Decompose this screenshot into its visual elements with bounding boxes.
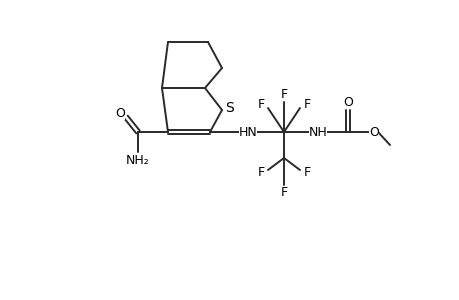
Text: O: O [342, 95, 352, 109]
Text: HN: HN [238, 125, 257, 139]
Text: F: F [303, 167, 310, 179]
Text: F: F [280, 88, 287, 100]
Text: O: O [115, 106, 125, 119]
Text: S: S [225, 101, 234, 115]
Text: O: O [368, 125, 378, 139]
Text: F: F [280, 187, 287, 200]
Text: NH: NH [308, 125, 327, 139]
Text: NH₂: NH₂ [126, 154, 150, 166]
Text: F: F [257, 98, 264, 110]
Text: F: F [257, 167, 264, 179]
Text: F: F [303, 98, 310, 110]
